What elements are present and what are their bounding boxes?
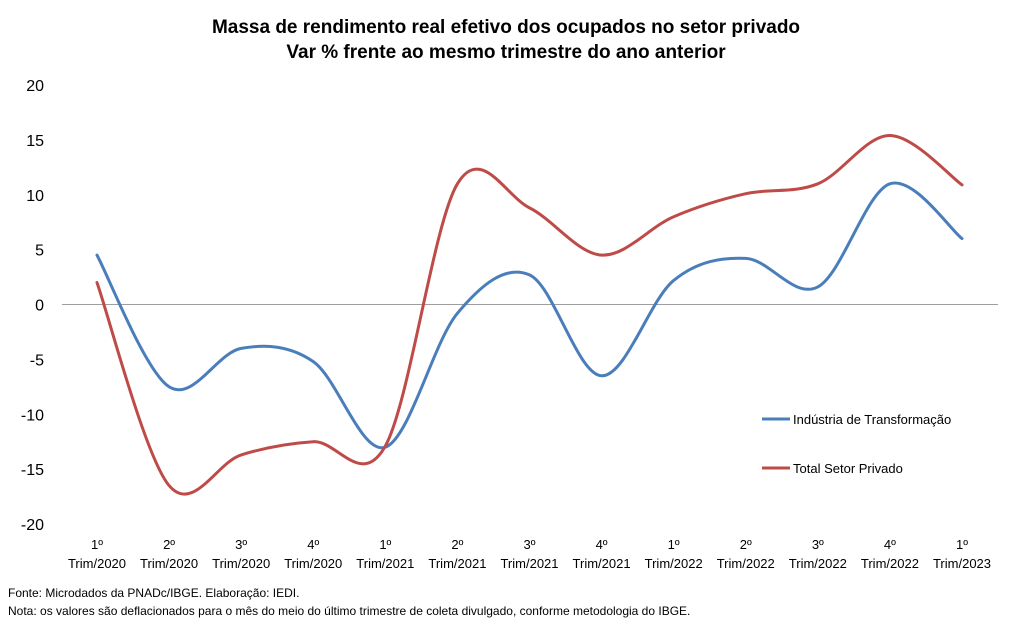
x-tick-label: 1º Trim/2021: [356, 537, 414, 571]
series-line-1: [95, 181, 964, 450]
x-axis-ticks: 1º Trim/2020 2º Trim/2020 3º Trim/2020 4º Trim/…: [68, 537, 991, 571]
y-tick-label: -10: [21, 407, 44, 424]
chart-title-line-1: Massa de rendimento real efetivo dos ocu…: [212, 17, 800, 38]
legend-label-1: Indústria de Transformação: [793, 412, 951, 427]
series-lines: [95, 133, 964, 496]
x-tick-label: 2º Trim/2020: [140, 537, 198, 571]
chart-title-line-2: Var % frente ao mesmo trimestre do ano a…: [286, 42, 726, 63]
y-tick-label: 15: [26, 133, 44, 150]
y-tick-label: -20: [21, 517, 44, 534]
y-axis-ticks: 20 15 10 5 0 -5 -10 -15 -20: [21, 78, 44, 534]
series-line-2: [95, 133, 964, 496]
x-tick-label: 3º Trim/2020: [212, 537, 270, 571]
x-tick-label: 1º Trim/2023: [933, 537, 991, 571]
x-tick-label: 2º Trim/2021: [428, 537, 486, 571]
y-tick-label: -15: [21, 462, 44, 479]
x-tick-label: 3º Trim/2021: [500, 537, 558, 571]
y-tick-label: -5: [30, 352, 44, 369]
x-tick-label: 2º Trim/2022: [717, 537, 775, 571]
methodology-note: Nota: os valores são deflacionados para …: [8, 604, 691, 618]
y-tick-label: 0: [35, 298, 44, 315]
legend: Indústria de Transformação Total Setor Pr…: [762, 412, 951, 476]
x-tick-label: 1º Trim/2020: [68, 537, 126, 571]
y-tick-label: 10: [26, 188, 44, 205]
x-tick-label: 3º Trim/2022: [789, 537, 847, 571]
x-tick-label: 4º Trim/2020: [284, 537, 342, 571]
x-tick-label: 4º Trim/2022: [861, 537, 919, 571]
legend-label-2: Total Setor Privado: [793, 461, 903, 476]
x-tick-label: 1º Trim/2022: [645, 537, 703, 571]
source-note: Fonte: Microdados da PNADc/IBGE. Elabora…: [8, 586, 300, 600]
y-tick-label: 20: [26, 78, 44, 95]
x-tick-label: 4º Trim/2021: [573, 537, 631, 571]
y-tick-label: 5: [35, 243, 44, 260]
chart-title: Massa de rendimento real efetivo dos ocu…: [212, 17, 800, 63]
